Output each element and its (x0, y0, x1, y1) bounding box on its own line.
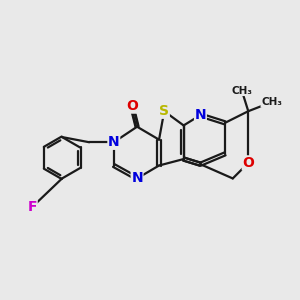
Text: F: F (28, 200, 37, 214)
Text: N: N (195, 108, 206, 122)
Text: O: O (242, 156, 254, 170)
Text: CH₃: CH₃ (261, 97, 282, 107)
Text: CH₃: CH₃ (231, 85, 252, 95)
Text: N: N (108, 135, 120, 149)
Text: O: O (126, 99, 138, 113)
Text: S: S (159, 104, 169, 118)
Text: N: N (131, 171, 143, 185)
